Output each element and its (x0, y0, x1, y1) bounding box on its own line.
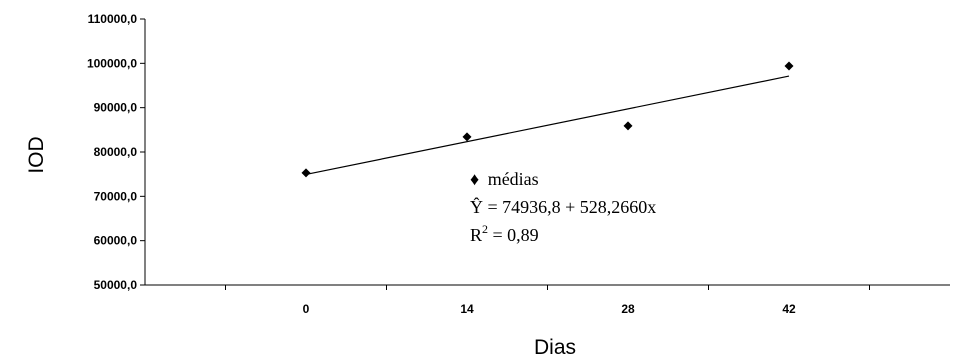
regression-equation: Ŷ = 74936,8 + 528,2660x (470, 196, 656, 217)
legend-entry: ♦ médias (470, 169, 539, 189)
r-squared-value: = 0,89 (488, 225, 539, 245)
regression-equation-y-hat: Ŷ (470, 196, 483, 217)
data-point (784, 61, 794, 71)
x-ticks: 0 14 28 42 (225, 285, 870, 316)
regression-equation-body: = 74936,8 + 528,2660x (483, 197, 656, 217)
x-tick-label: 42 (782, 302, 796, 316)
y-tick-label: 110000,0 (88, 12, 138, 26)
x-axis-title: Dias (534, 336, 576, 359)
trendline-group (305, 75, 790, 176)
y-tick-label: 70000,0 (94, 189, 138, 203)
y-tick-label: 100000,0 (87, 56, 137, 70)
y-tick-label: 90000,0 (94, 101, 138, 115)
y-ticks: 50000,0 60000,0 70000,0 80000,0 90000,0 10000… (87, 12, 145, 292)
annotation-box: ♦ médias Ŷ = 74936,8 + 528,2660x R2 = 0,… (470, 169, 656, 245)
r-squared: R2 = 0,89 (470, 222, 539, 245)
x-tick-label: 0 (303, 302, 310, 316)
data-points (301, 61, 794, 178)
data-point (301, 168, 311, 178)
trendline (305, 75, 790, 176)
y-tick-label: 60000,0 (94, 234, 138, 248)
y-tick-label: 50000,0 (94, 278, 138, 292)
r-squared-base: R (470, 225, 482, 245)
data-point (462, 132, 472, 142)
legend-marker-icon: ♦ (470, 169, 479, 189)
legend-label: médias (488, 169, 539, 189)
r-squared-exponent: 2 (482, 222, 488, 236)
data-point (623, 121, 633, 131)
y-axis-title: IOD (25, 136, 48, 173)
x-tick-label: 28 (621, 302, 635, 316)
x-tick-label: 14 (460, 302, 474, 316)
chart-axes (144, 19, 950, 286)
y-tick-label: 80000,0 (94, 145, 138, 159)
